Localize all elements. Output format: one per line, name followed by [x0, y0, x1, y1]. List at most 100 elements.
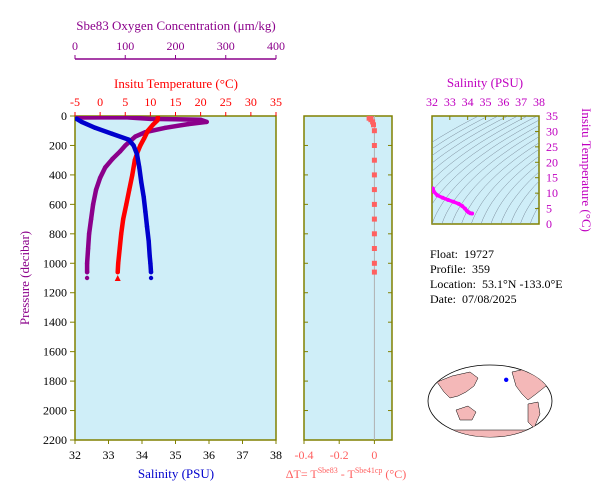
map-landmass-australia [455, 405, 477, 421]
profile-series-group [75, 116, 209, 275]
delta-t-data-point [371, 246, 377, 251]
salinity-data-point [109, 131, 115, 136]
oxygen-axis: 0 100 200 300 400 [72, 39, 285, 60]
ts-data-point [432, 186, 435, 191]
ts-plot-area [431, 115, 540, 225]
float-location-marker [504, 377, 509, 382]
salinity-tick-label: 38 [270, 448, 282, 462]
ts-density-contour [432, 125, 539, 224]
temperature-data-point [121, 216, 126, 222]
salinity-profile-line [75, 116, 154, 275]
oxygen-data-point [88, 216, 94, 222]
salinity-data-point [92, 125, 98, 130]
delta-t-axis: -0.4 -0.2 0 [295, 115, 392, 462]
delta-t-tick-label: 0 [371, 448, 377, 462]
ts-data-point [446, 197, 450, 202]
temperature-tick-label: 35 [270, 95, 282, 109]
ts-data-point [460, 204, 465, 209]
salinity-tick-label: 32 [69, 448, 81, 462]
oxygen-axis-title: Sbe83 Oxygen Concentration (μm/kg) [76, 18, 275, 33]
salinity-axis-title: Salinity (PSU) [138, 466, 214, 481]
temperature-axis: -5 0 5 10 15 20 25 30 35 [70, 95, 282, 116]
location-info: Location: 53.1°N -133.0°E [430, 277, 563, 291]
temperature-tick-label: 25 [220, 95, 232, 109]
salinity-tick-label: 33 [103, 448, 115, 462]
temperature-data-point [127, 187, 132, 192]
ts-x-tick-label: 33 [444, 95, 456, 109]
oxygen-data-point [103, 165, 108, 170]
temperature-tick-label: 20 [195, 95, 207, 109]
salinity-data-point [146, 239, 151, 244]
temperature-profile-line [115, 116, 161, 275]
salinity-data-point [75, 116, 79, 122]
ts-data-point [456, 201, 461, 206]
ts-temperature-label: Insitu Temperature (°C) [579, 108, 594, 232]
temperature-data-point [115, 269, 120, 275]
oxygen-data-point [185, 121, 191, 127]
ts-density-contour [470, 148, 539, 224]
ts-density-contour [432, 116, 499, 156]
ts-density-contour [432, 116, 508, 164]
temperature-tick-label: 5 [122, 95, 128, 109]
delta-t-axis-label: ΔT= TSbe83 - TSbe41cp (°C) [286, 466, 406, 481]
ts-data-point [435, 193, 440, 198]
delta-t-data-point [371, 231, 377, 237]
ts-density-contour [599, 116, 609, 224]
ts-salinity-label: Salinity (PSU) [447, 75, 523, 90]
oxygen-data-point [85, 246, 91, 251]
salinity-data-point [139, 180, 144, 185]
temperature-data-point [124, 202, 129, 207]
pressure-tick-label: 600 [49, 197, 67, 211]
pressure-tick-label: 1800 [43, 374, 67, 388]
location-value: 53.1°N -133.0°E [481, 277, 563, 291]
temperature-tick-label: 30 [245, 95, 257, 109]
ts-density-contour [432, 116, 479, 143]
map-landmass-greenland [539, 365, 552, 379]
pressure-tick-label: 200 [49, 138, 67, 152]
oxygen-data-point [123, 143, 128, 148]
float-label: Float: [430, 247, 459, 261]
delta-t-data-point [370, 119, 376, 125]
date-info: Date: 07/08/2025 [430, 292, 517, 306]
ts-y-tick-label: 35 [546, 109, 558, 123]
temperature-data-point [138, 143, 143, 148]
salinity-data-point [79, 119, 84, 125]
ts-density-contour [520, 191, 539, 224]
ts-y-tick-label: 30 [546, 124, 558, 138]
ts-density-contour [461, 142, 539, 224]
salinity-data-point [134, 152, 140, 157]
pressure-tick-label: 400 [49, 168, 67, 182]
temperature-tick-label: 0 [97, 95, 103, 109]
map-landmass-south-america [527, 401, 541, 429]
oxygen-data-point [110, 156, 115, 161]
ts-y-tick-label: 0 [546, 217, 552, 231]
pressure-tick-label: 1000 [43, 256, 67, 270]
delta-t-data-point [371, 201, 377, 207]
temperature-data-point [145, 128, 151, 133]
salinity-tick-label: 34 [136, 448, 148, 462]
float-info: Float: 19727 [430, 247, 494, 261]
temperature-data-point [150, 122, 156, 128]
pressure-tick-label: 1200 [43, 286, 67, 300]
oxygen-data-point [198, 117, 203, 123]
delta-t-tick-label: -0.4 [295, 448, 314, 462]
oxygen-data-point [86, 231, 92, 236]
salinity-axis: 32 33 34 35 36 37 38 [69, 440, 282, 462]
ts-data-point [451, 199, 456, 204]
oxygen-end-marker [84, 275, 90, 281]
salinity-data-point [148, 269, 154, 275]
oxygen-data-point [84, 269, 90, 275]
date-label: Date: [430, 292, 456, 306]
salinity-tick-label: 36 [203, 448, 215, 462]
temperature-data-point [116, 261, 121, 266]
ts-y-tick-label: 20 [546, 155, 558, 169]
ts-data-point [440, 195, 445, 200]
date-value: 07/08/2025 [462, 292, 517, 306]
pressure-axis-label: Pressure (decibar) [17, 231, 32, 325]
ts-x-tick-label: 32 [426, 95, 438, 109]
ts-data-point [470, 211, 475, 216]
delta-t-data-point [371, 187, 377, 193]
oxygen-data-point [118, 149, 123, 154]
